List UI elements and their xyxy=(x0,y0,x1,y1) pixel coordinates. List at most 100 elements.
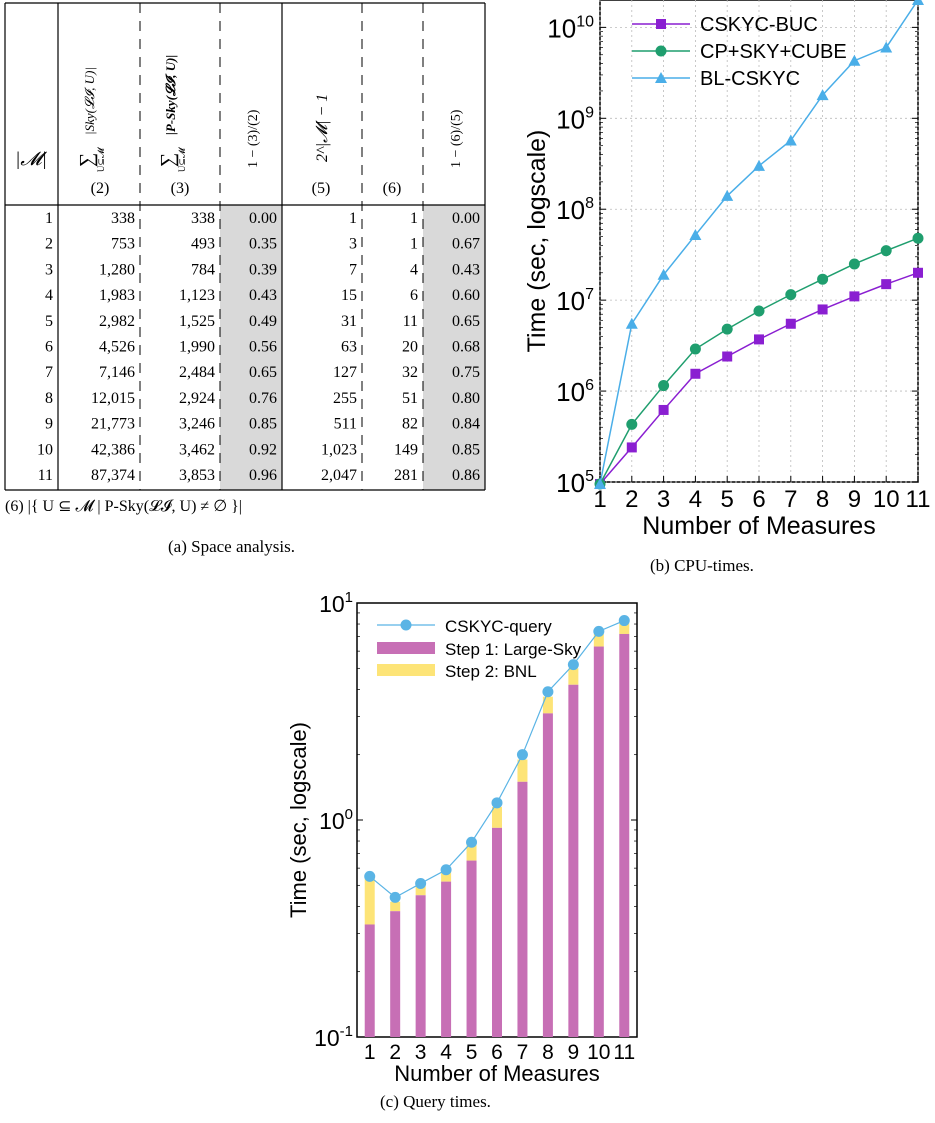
bar-step2 xyxy=(568,668,579,685)
series-line xyxy=(599,272,919,485)
space-analysis-table: |𝓜| ∑ U⊆𝓜 |Sky(𝓛𝓘, U)| (2) ∑ U⊆𝓜 |P-Sky(… xyxy=(4,2,486,515)
x-tick-label: 2 xyxy=(625,486,638,513)
legend: CSKYC-query Step 1: Large-Sky Step 2: BNL xyxy=(377,617,582,681)
table-cell-c5: 3 xyxy=(349,236,357,253)
table-cell-c5: 1,023 xyxy=(321,441,357,458)
header-col5-expr: 2^|𝓜| − 1 xyxy=(314,94,331,162)
y-tick-label: 105 xyxy=(556,468,594,498)
x-tick-label: 10 xyxy=(873,486,900,513)
data-point xyxy=(516,749,528,761)
x-tick-label: 4 xyxy=(689,486,702,513)
data-point xyxy=(912,0,924,5)
header-col2-sum: ∑ xyxy=(76,153,98,167)
bar-step2 xyxy=(364,876,375,925)
legend-marker xyxy=(400,619,412,631)
table-cell-c2: 753 xyxy=(111,236,135,253)
table-cell-m: 7 xyxy=(45,364,53,381)
data-point xyxy=(626,418,638,430)
x-tick-label: 8 xyxy=(816,486,829,513)
table-cell-c7: 0.84 xyxy=(452,416,480,433)
table-cell-m: 11 xyxy=(38,467,53,484)
series-CSKYC-BUC xyxy=(595,267,923,490)
data-point xyxy=(721,189,734,201)
table-cell-c4: 0.43 xyxy=(249,287,277,304)
data-point xyxy=(785,318,796,329)
data-point xyxy=(753,159,765,171)
table-cell-c5: 63 xyxy=(341,339,357,356)
table-cell-c6: 82 xyxy=(402,416,418,433)
header-col3-sum: ∑ xyxy=(157,153,179,167)
bar-step2 xyxy=(492,806,502,828)
x-tick-label: 6 xyxy=(752,486,765,513)
data-point xyxy=(689,229,702,241)
table-cell-c6: 32 xyxy=(402,364,418,381)
legend-label: BL-CSKYC xyxy=(700,68,800,90)
bar-step1 xyxy=(568,684,579,1037)
data-point xyxy=(848,258,860,270)
series-CSKYC-query xyxy=(364,615,630,903)
table-row: 1 338 338 0.00 1 1 0.00 xyxy=(45,210,480,227)
header-col3-expr: |P-Sky(𝓛𝓘, U)| xyxy=(163,55,178,135)
table-cell-m: 10 xyxy=(37,441,53,458)
data-point xyxy=(689,343,701,355)
data-point xyxy=(542,686,554,698)
data-point xyxy=(880,245,892,257)
table-cell-m: 1 xyxy=(45,210,53,227)
y-tick-label: 108 xyxy=(556,195,594,225)
table-cell-c4: 0.92 xyxy=(249,441,277,458)
caption-c: (c) Query times. xyxy=(380,1092,491,1111)
table-cell-c4: 0.65 xyxy=(249,364,277,381)
table-cell-c4: 0.49 xyxy=(249,313,277,330)
bar-step2 xyxy=(415,885,426,896)
table-row: 10 42,386 3,462 0.92 1,023 149 0.85 xyxy=(37,441,480,458)
table-cell-c4: 0.39 xyxy=(249,261,277,278)
table-cell-c6: 51 xyxy=(402,390,418,407)
table-cell-c3: 493 xyxy=(191,236,215,253)
data-point xyxy=(881,279,892,290)
header-col2-sub: U⊆𝓜 xyxy=(96,146,106,172)
y-tick-label: 10-1 xyxy=(314,1023,353,1051)
table-cell-c4: 0.00 xyxy=(249,210,277,227)
x-tick-label: 3 xyxy=(415,1041,427,1064)
table-cell-c5: 127 xyxy=(333,364,357,381)
data-point xyxy=(567,659,579,671)
legend-marker xyxy=(655,72,667,83)
bar-step1 xyxy=(415,895,426,1037)
table-cell-c2: 1,280 xyxy=(99,261,135,278)
x-tick-label: 9 xyxy=(848,486,861,513)
table-row: 8 12,015 2,924 0.76 255 51 0.80 xyxy=(45,390,480,407)
table-cell-c7: 0.60 xyxy=(452,287,480,304)
x-tick-label: 4 xyxy=(440,1041,452,1064)
table-cell-c5: 511 xyxy=(334,416,357,433)
y-tick-label: 100 xyxy=(319,806,353,834)
x-tick-label: 1 xyxy=(364,1041,376,1064)
table-cell-m: 6 xyxy=(45,339,53,356)
legend-marker xyxy=(656,19,666,29)
table-cell-c3: 2,924 xyxy=(179,390,215,407)
table-cell-c6: 1 xyxy=(410,236,418,253)
table-row: 9 21,773 3,246 0.85 511 82 0.84 xyxy=(45,416,480,433)
header-col3-num: (3) xyxy=(171,180,190,197)
header-col7-expr: 1 − (6)/(5) xyxy=(449,109,464,168)
x-tick-label: 7 xyxy=(784,486,797,513)
table-cell-m: 4 xyxy=(45,287,53,304)
table-cell-c3: 2,484 xyxy=(179,364,215,381)
data-point xyxy=(817,304,828,315)
table-cell-m: 5 xyxy=(45,313,53,330)
table-cell-c2: 1,983 xyxy=(99,287,135,304)
table-cell-c3: 3,246 xyxy=(179,416,215,433)
data-point xyxy=(816,89,829,101)
data-point xyxy=(389,891,401,903)
header-col6-num: (6) xyxy=(383,180,402,197)
data-point xyxy=(466,836,478,848)
bar-step1 xyxy=(517,781,528,1037)
table-cell-c2: 87,374 xyxy=(91,467,135,484)
cpu-times-chart: 105 106 107 108 109 1010 1 2 3 4 5 6 7 8 9 10 11 Number o… xyxy=(523,0,930,540)
table-cell-c3: 338 xyxy=(191,210,215,227)
table-cell-c5: 31 xyxy=(341,313,357,330)
table-cell-c2: 2,982 xyxy=(99,313,135,330)
legend-label: CSKYC-BUC xyxy=(700,14,818,36)
header-col2-num: (2) xyxy=(91,180,110,197)
table-row: 4 1,983 1,123 0.43 15 6 0.60 xyxy=(45,287,480,304)
data-point xyxy=(657,268,670,280)
